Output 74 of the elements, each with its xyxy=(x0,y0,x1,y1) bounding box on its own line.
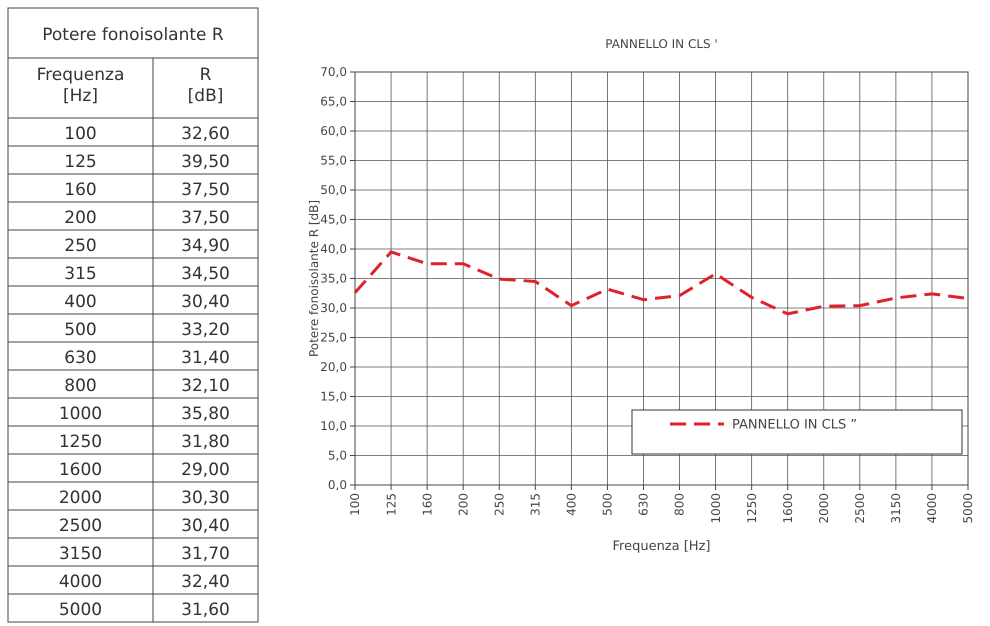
text: 34,50 xyxy=(181,264,230,284)
y-tick-label: 45,0 xyxy=(320,212,347,227)
text: 100 xyxy=(64,124,97,144)
text: 32,60 xyxy=(181,124,230,144)
text: 31,60 xyxy=(181,600,230,620)
y-tick-label: 35,0 xyxy=(320,272,347,286)
text: 800 xyxy=(64,376,97,396)
text: Frequenza [Hz] xyxy=(36,65,124,106)
x-tick-label: 630 xyxy=(636,493,651,516)
text: R [dB] xyxy=(188,65,224,106)
y-tick-label: 10,0 xyxy=(320,419,347,434)
x-tick-label: 1600 xyxy=(780,493,795,524)
y-tick-label: 70,0 xyxy=(320,65,347,80)
text: 1600 xyxy=(58,460,102,480)
x-tick-label: 100 xyxy=(348,493,362,516)
text: 39,50 xyxy=(181,152,230,172)
text: 630 xyxy=(64,348,97,368)
y-tick-label: 55,0 xyxy=(320,154,347,168)
x-tick-label: 400 xyxy=(564,493,579,516)
y-tick-label: 30,0 xyxy=(320,301,347,316)
x-tick-label: 5000 xyxy=(961,493,976,524)
y-tick-label: 40,0 xyxy=(320,242,347,256)
text: 30,40 xyxy=(181,292,230,312)
x-tick-label: 250 xyxy=(492,493,506,516)
x-axis-title: Frequenza [Hz] xyxy=(612,539,710,554)
x-tick-label: 3150 xyxy=(889,493,904,524)
x-tick-label: 2500 xyxy=(853,493,868,524)
x-tick-label: 200 xyxy=(456,493,470,516)
text: 160 xyxy=(64,180,97,200)
text: 125 xyxy=(64,152,97,172)
y-tick-label: 0,0 xyxy=(328,478,347,492)
y-tick-label: 25,0 xyxy=(320,330,347,345)
text: 250 xyxy=(64,236,97,256)
x-tick-label: 1250 xyxy=(744,493,759,524)
y-axis-title: Potere fonoisolante R [dB] xyxy=(307,200,321,358)
text: 4000 xyxy=(58,572,102,592)
text: 1000 xyxy=(58,404,102,424)
x-tick-label: 500 xyxy=(600,493,615,516)
text: 30,30 xyxy=(181,488,230,508)
text: 200 xyxy=(64,208,97,228)
text: 315 xyxy=(64,264,97,284)
legend-label: PANNELLO IN CLS ” xyxy=(732,418,858,433)
y-tick-label: 60,0 xyxy=(320,124,347,138)
text: 31,80 xyxy=(181,432,230,452)
x-tick-label: 2000 xyxy=(816,493,831,524)
x-tick-label: 1000 xyxy=(708,493,723,524)
y-tick-label: 5,0 xyxy=(328,448,347,463)
y-tick-label: 65,0 xyxy=(320,94,347,109)
text: 3150 xyxy=(58,544,102,564)
x-tick-label: 315 xyxy=(528,493,542,516)
x-tick-label: 4000 xyxy=(925,493,940,524)
text: 5000 xyxy=(58,600,102,620)
chart-title: PANNELLO IN CLS ' xyxy=(605,37,718,51)
y-tick-label: 50,0 xyxy=(320,183,347,198)
text: 30,40 xyxy=(181,516,230,536)
y-tick-label: 15,0 xyxy=(320,390,347,404)
text: 35,80 xyxy=(181,404,230,424)
x-tick-label: 800 xyxy=(672,493,687,516)
y-tick-label: 20,0 xyxy=(320,360,347,374)
text: 37,50 xyxy=(181,208,230,228)
text: 31,70 xyxy=(181,544,230,564)
text: 33,20 xyxy=(181,320,230,340)
text: 32,40 xyxy=(181,572,230,592)
text: 1250 xyxy=(58,432,102,452)
text: 29,00 xyxy=(181,460,230,480)
text: 500 xyxy=(64,320,97,340)
text: Potere fonoisolante R xyxy=(42,25,224,45)
x-tick-label: 160 xyxy=(420,493,434,516)
x-tick-label: 125 xyxy=(384,493,398,516)
text: 400 xyxy=(64,292,97,312)
text: 32,10 xyxy=(181,376,230,396)
text: 31,40 xyxy=(181,348,230,368)
text: 34,90 xyxy=(181,236,230,256)
text: 37,50 xyxy=(181,180,230,200)
